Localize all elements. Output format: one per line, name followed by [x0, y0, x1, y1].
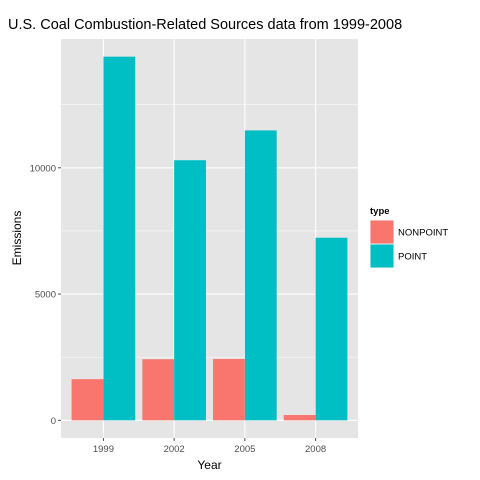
- bar-nonpoint-2008: [283, 415, 316, 421]
- legend-label-point: POINT: [398, 252, 427, 263]
- chart-title: U.S. Coal Combustion-Related Sources dat…: [8, 17, 402, 33]
- x-tick-label: 2008: [305, 444, 326, 455]
- y-axis: 0 5000 10000: [30, 163, 61, 427]
- x-axis: 1999 2002 2005 2008: [93, 438, 326, 455]
- x-axis-title: Year: [197, 458, 221, 472]
- legend: type NONPOINT POINT: [370, 206, 448, 268]
- y-tick-label: 10000: [30, 163, 56, 174]
- bar-point-1999: [103, 56, 136, 421]
- bar-point-2008: [315, 237, 348, 421]
- bar-nonpoint-1999: [71, 379, 104, 421]
- bar-point-2002: [174, 160, 206, 421]
- x-tick-label: 2005: [234, 444, 255, 455]
- bar-point-2005: [244, 130, 277, 421]
- bar-nonpoint-2002: [142, 359, 175, 421]
- bars: [71, 56, 348, 421]
- legend-key-point: [370, 244, 394, 268]
- y-axis-title: Emissions: [10, 211, 24, 266]
- legend-label-nonpoint: NONPOINT: [398, 228, 448, 239]
- x-tick-label: 1999: [93, 444, 114, 455]
- y-tick-label: 5000: [35, 290, 56, 301]
- x-tick-label: 2002: [164, 444, 185, 455]
- legend-key-nonpoint: [370, 220, 394, 244]
- legend-title: type: [370, 206, 390, 217]
- bar-nonpoint-2005: [213, 358, 245, 421]
- y-tick-label: 0: [51, 416, 56, 427]
